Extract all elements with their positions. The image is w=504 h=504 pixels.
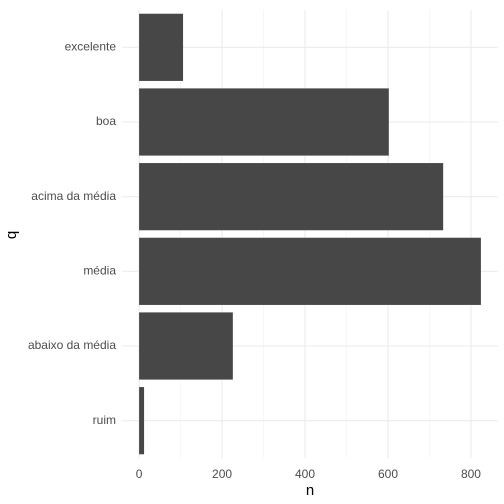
- y-axis-title: q: [3, 231, 20, 239]
- y-tick-label: acima da média: [31, 189, 116, 203]
- x-tick-label: 200: [212, 467, 232, 481]
- y-tick-label: excelente: [65, 40, 117, 54]
- x-tick-label: 0: [136, 467, 143, 481]
- x-tick-label: 400: [295, 467, 315, 481]
- x-axis-title: n: [306, 482, 314, 499]
- y-tick-label: média: [83, 264, 116, 278]
- bar: [139, 13, 184, 81]
- y-tick-label: boa: [96, 114, 116, 128]
- x-tick-label: 600: [378, 467, 398, 481]
- bar: [139, 163, 444, 231]
- bar: [139, 237, 481, 305]
- y-tick-label: ruim: [93, 413, 116, 427]
- bar: [139, 312, 233, 380]
- x-tick-label: 800: [461, 467, 481, 481]
- bar: [139, 88, 389, 156]
- y-tick-label: abaixo da média: [28, 338, 116, 352]
- bar: [139, 387, 145, 455]
